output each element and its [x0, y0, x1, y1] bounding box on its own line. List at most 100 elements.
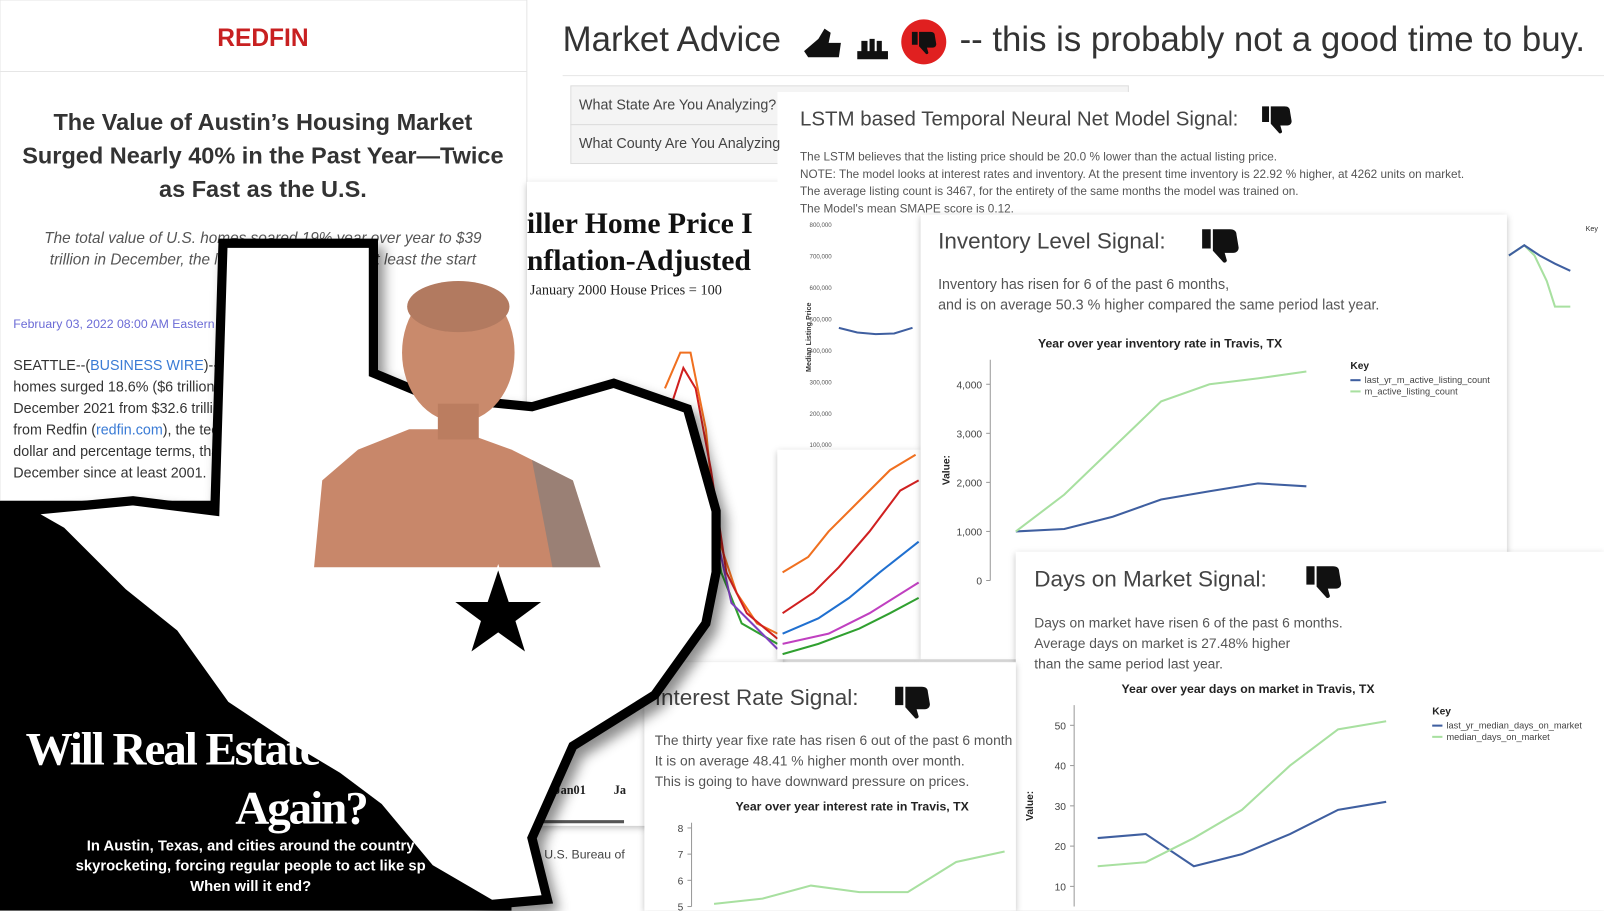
- y-tick-label: 600,000: [810, 285, 833, 292]
- video-title: Will Real Estate Eve: [26, 723, 400, 775]
- body-line: SEATTLE--(BUSINESS WIRE)--: [13, 358, 218, 374]
- y-tick-label: 30: [1055, 802, 1067, 813]
- y-tick-label: 20: [1055, 842, 1067, 853]
- chart-title: Year over year interest rate in Travis, …: [736, 799, 970, 813]
- signal-text: The LSTM believes that the listing price…: [800, 150, 1277, 163]
- y-tick-label: 4,000: [956, 380, 982, 391]
- axis-label: Median Listing Price: [805, 303, 813, 372]
- signal-title: Inventory Level Signal:: [938, 228, 1166, 253]
- signal-text: This is going to have downward pressure …: [655, 774, 970, 789]
- y-tick-label: 0: [976, 577, 982, 588]
- headline: as Fast as the U.S.: [159, 176, 367, 202]
- video-caption: In Austin, Texas, and cities around the …: [87, 838, 415, 854]
- days-panel: [1015, 551, 1604, 911]
- logo: REDFIN: [217, 25, 308, 52]
- legend-entry: m_active_listing_count: [1365, 386, 1458, 396]
- body-line: December since at least 2001.: [13, 465, 206, 481]
- axis-label: Value:: [941, 455, 952, 485]
- series-line: [1015, 482, 1307, 533]
- series-line: [838, 326, 913, 336]
- signal-text: Inventory has risen for 6 of the past 6 …: [938, 277, 1229, 293]
- texas-layer: Will Real Estate Eve Again? In Austin, Tex…: [10, 238, 721, 910]
- chart-title: Year over year days on market in Travis,…: [1122, 682, 1376, 696]
- shiller-title: nflation-Adjusted: [527, 245, 752, 277]
- signal-text: NOTE: The model looks at interest rates …: [800, 168, 1464, 181]
- y-tick-label: 400,000: [810, 348, 833, 355]
- date: February 03, 2022 08:00 AM Eastern: [13, 317, 214, 331]
- body-line: December 2021 from $32.6 trillion: [13, 401, 229, 417]
- form-label: What State Are You Analyzing?: [579, 97, 776, 113]
- legend-entry: median_days_on_market: [1447, 732, 1551, 742]
- axis-label: Value:: [1025, 791, 1036, 821]
- signal-text: The thirty year fixe rate has risen 6 ou…: [655, 733, 1013, 748]
- signal-text: Days on market have risen 6 of the past …: [1034, 616, 1342, 631]
- advice-icons: [804, 19, 947, 65]
- signal-text: The average listing count is 3467, for t…: [800, 185, 1299, 198]
- y-tick-label: 50: [1055, 721, 1067, 732]
- y-tick-label: 500,000: [810, 316, 833, 323]
- chart-title: Year over year inventory rate in Travis,…: [1038, 336, 1283, 350]
- video-caption: skyrocketing, forcing regular people to …: [76, 859, 426, 875]
- body-line: homes surged 18.6% ($6 trillion): [13, 379, 219, 395]
- legend-entry: last_yr_median_days_on_market: [1447, 721, 1583, 731]
- y-tick-label: 5: [678, 903, 684, 911]
- signal-text: It is on average 48.41 % higher month ov…: [655, 753, 965, 768]
- series-line: [1015, 370, 1307, 533]
- legend-title: Key: [1350, 361, 1369, 372]
- advice-title: Market Advice: [563, 21, 781, 59]
- y-tick-label: 100,000: [810, 442, 833, 449]
- shiller-title: iller Home Price I: [527, 208, 753, 240]
- partial-chart: [1506, 214, 1604, 532]
- y-tick-label: 8: [678, 824, 684, 835]
- y-tick-label: 300,000: [810, 379, 833, 386]
- signal-text: than the same period last year.: [1034, 656, 1223, 671]
- body-text: from Redfin (: [13, 422, 96, 438]
- y-tick-label: 2,000: [956, 478, 982, 489]
- signal-title: LSTM based Temporal Neural Net Model Sig…: [800, 108, 1238, 131]
- partial-line: [1508, 244, 1571, 272]
- star: [449, 563, 548, 657]
- legend-title: Key: [1586, 225, 1599, 233]
- y-tick-label: 200,000: [810, 411, 833, 418]
- shiller-subtitle: January 2000 House Prices = 100: [530, 282, 722, 298]
- video-title: Again?: [235, 783, 366, 835]
- texas-shape: [10, 238, 721, 910]
- y-tick-label: 10: [1055, 882, 1067, 893]
- source: U.S. Bureau of: [544, 847, 625, 861]
- shiller-lines-2: [782, 453, 920, 656]
- y-tick-label: 800,000: [810, 222, 833, 229]
- body-text: SEATTLE--(: [13, 358, 90, 374]
- legend-title: Key: [1432, 706, 1451, 717]
- portrait: [314, 281, 601, 568]
- video-caption: When will it end?: [190, 879, 311, 895]
- y-tick-label: 1,000: [956, 528, 982, 539]
- headline: Surged Nearly 40% in the Past Year—Twice: [22, 143, 503, 169]
- series-line: [1097, 720, 1387, 868]
- signal-title: Interest Rate Signal:: [655, 685, 859, 710]
- body-line: dollar and percentage terms, tha: [13, 444, 219, 460]
- body-line: from Redfin (redfin.com), the tec: [13, 422, 218, 438]
- y-tick-label: 7: [678, 850, 684, 861]
- advice-verdict: -- this is probably not a good time to b…: [960, 21, 1585, 59]
- signal-text: and is on average 50.3 % higher compared…: [938, 298, 1379, 314]
- signal-text: Average days on market is 27.48% higher: [1034, 636, 1290, 651]
- body-text: ), the tec: [163, 422, 219, 438]
- y-tick-label: 3,000: [956, 429, 982, 440]
- body-text: redfin.com: [96, 422, 163, 438]
- body-text: BUSINESS WIRE: [90, 358, 204, 374]
- legend-entry: last_yr_m_active_listing_count: [1365, 375, 1491, 385]
- interest-panel: [644, 662, 1016, 911]
- series-line: [1097, 800, 1387, 868]
- signal-text: The Model's mean SMAPE score is 0.12.: [800, 203, 1014, 216]
- series-line: [713, 850, 1005, 905]
- y-tick-label: 6: [678, 876, 684, 887]
- y-tick-label: 40: [1055, 762, 1067, 773]
- headline: The Value of Austin’s Housing Market: [53, 109, 472, 135]
- x-tick-label: Jan01: [554, 783, 585, 797]
- form-label: What County Are You Analyzing: [579, 136, 780, 152]
- y-tick-label: 700,000: [810, 254, 833, 261]
- x-tick-label: Ja: [614, 783, 626, 797]
- signal-title: Days on Market Signal:: [1034, 567, 1267, 592]
